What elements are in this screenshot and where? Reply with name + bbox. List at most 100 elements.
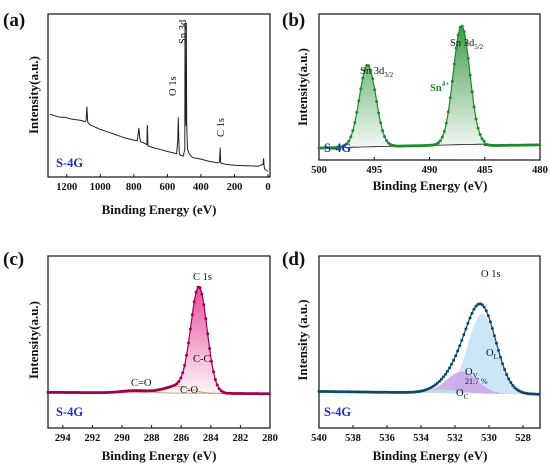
data-point: [456, 33, 460, 37]
data-point: [190, 313, 194, 317]
data-point: [435, 381, 439, 385]
data-point: [401, 390, 405, 394]
data-point: [329, 390, 333, 394]
data-point: [446, 369, 449, 373]
data-point: [354, 390, 358, 394]
data-point: [448, 366, 452, 370]
plot-frame-d: [318, 255, 541, 429]
tick-label: 540: [311, 433, 327, 444]
panel-label-c: (c): [3, 249, 24, 270]
data-point: [464, 327, 468, 331]
data-point: [474, 117, 478, 121]
data-point: [202, 303, 206, 307]
data-point: [476, 126, 480, 130]
data-point: [470, 311, 474, 315]
data-point: [369, 69, 373, 72]
data-point: [185, 353, 188, 357]
data-point: [380, 390, 384, 394]
data-point: [210, 359, 213, 363]
tick-label: 282: [233, 433, 249, 444]
annotation-c1s: C 1s: [216, 118, 227, 137]
data-point: [353, 120, 357, 124]
data-point: [452, 358, 456, 362]
x-ticks-d: 540 538 536 534 532 530 528: [311, 425, 531, 444]
data-point: [212, 370, 215, 374]
tick-label: 538: [345, 433, 361, 444]
data-point: [468, 73, 472, 77]
tick-label: 600: [160, 182, 176, 193]
data-point: [374, 390, 378, 394]
panel-label-d: (d): [282, 249, 305, 270]
data-point: [505, 373, 509, 377]
data-point: [333, 390, 337, 394]
data-point: [509, 381, 513, 384]
data-point: [319, 390, 323, 393]
tick-label: 800: [126, 182, 142, 193]
tick-label: 1200: [56, 182, 77, 193]
data-point: [495, 341, 498, 345]
data-point: [194, 290, 198, 294]
survey-spectrum-line: [49, 22, 269, 172]
data-point: [438, 139, 442, 143]
data-point: [503, 368, 507, 371]
data-point: [204, 317, 208, 321]
annotation-ol: OL: [486, 348, 498, 361]
data-point: [360, 390, 364, 394]
data-point: [361, 76, 365, 80]
tick-label: 286: [173, 433, 189, 444]
data-point: [470, 90, 474, 94]
annotation-o1s: O 1s: [168, 76, 179, 96]
c1s-fit-line: [48, 286, 270, 395]
tick-label: 200: [227, 182, 243, 193]
data-point: [373, 88, 377, 92]
data-point: [442, 129, 446, 133]
tick-label: 536: [379, 433, 395, 444]
tick-label: 532: [447, 433, 463, 444]
c1s-peak-fill: [48, 286, 270, 394]
data-point: [377, 111, 381, 115]
data-point: [344, 390, 347, 394]
x-axis-label-c: Binding Energy (eV): [102, 448, 217, 463]
y-axis-label-d: Intensity (a.u.): [295, 299, 310, 380]
data-point: [507, 377, 511, 381]
x-axis-label-b: Binding Energy (eV): [373, 178, 488, 193]
data-point: [355, 110, 359, 114]
data-point: [454, 354, 458, 358]
data-point: [179, 376, 183, 380]
panel-label-b: (b): [282, 10, 305, 31]
data-point: [206, 332, 210, 336]
tick-label: 534: [413, 433, 430, 444]
sn-peak-fill: [319, 25, 539, 148]
data-point: [460, 338, 464, 342]
tick-label: 1000: [90, 182, 111, 193]
data-point: [462, 30, 466, 34]
tick-label: 284: [203, 433, 220, 444]
tick-label: 495: [366, 165, 382, 176]
annotation-cc: C-C: [193, 354, 211, 365]
sample-label-b: S-4G: [324, 141, 351, 155]
data-point: [175, 382, 179, 386]
annotation-co: C-O: [180, 385, 199, 396]
data-point: [349, 135, 353, 139]
data-point: [267, 392, 271, 396]
data-point: [492, 334, 496, 338]
data-point: [437, 379, 441, 383]
data-point: [323, 390, 327, 393]
data-point: [460, 24, 464, 28]
annotation-ceqo: C=O: [131, 378, 152, 389]
data-point: [200, 292, 204, 296]
x-axis-label-a: Binding Energy (eV): [102, 202, 217, 217]
panel-b: (b) 500 495 490 485 480 Binding Energy (…: [282, 10, 548, 193]
data-point: [446, 110, 450, 114]
tick-label: 480: [532, 165, 548, 176]
data-point: [357, 99, 361, 103]
tick-label: 280: [262, 433, 278, 444]
data-point: [359, 87, 363, 91]
x-ticks-a: 1200 1000 800 600 400 200 0: [56, 174, 271, 193]
sample-label-d: S-4G: [324, 405, 351, 419]
panel-label-a: (a): [3, 10, 25, 31]
data-point: [484, 309, 488, 313]
data-point: [385, 139, 389, 142]
data-point: [537, 392, 541, 396]
